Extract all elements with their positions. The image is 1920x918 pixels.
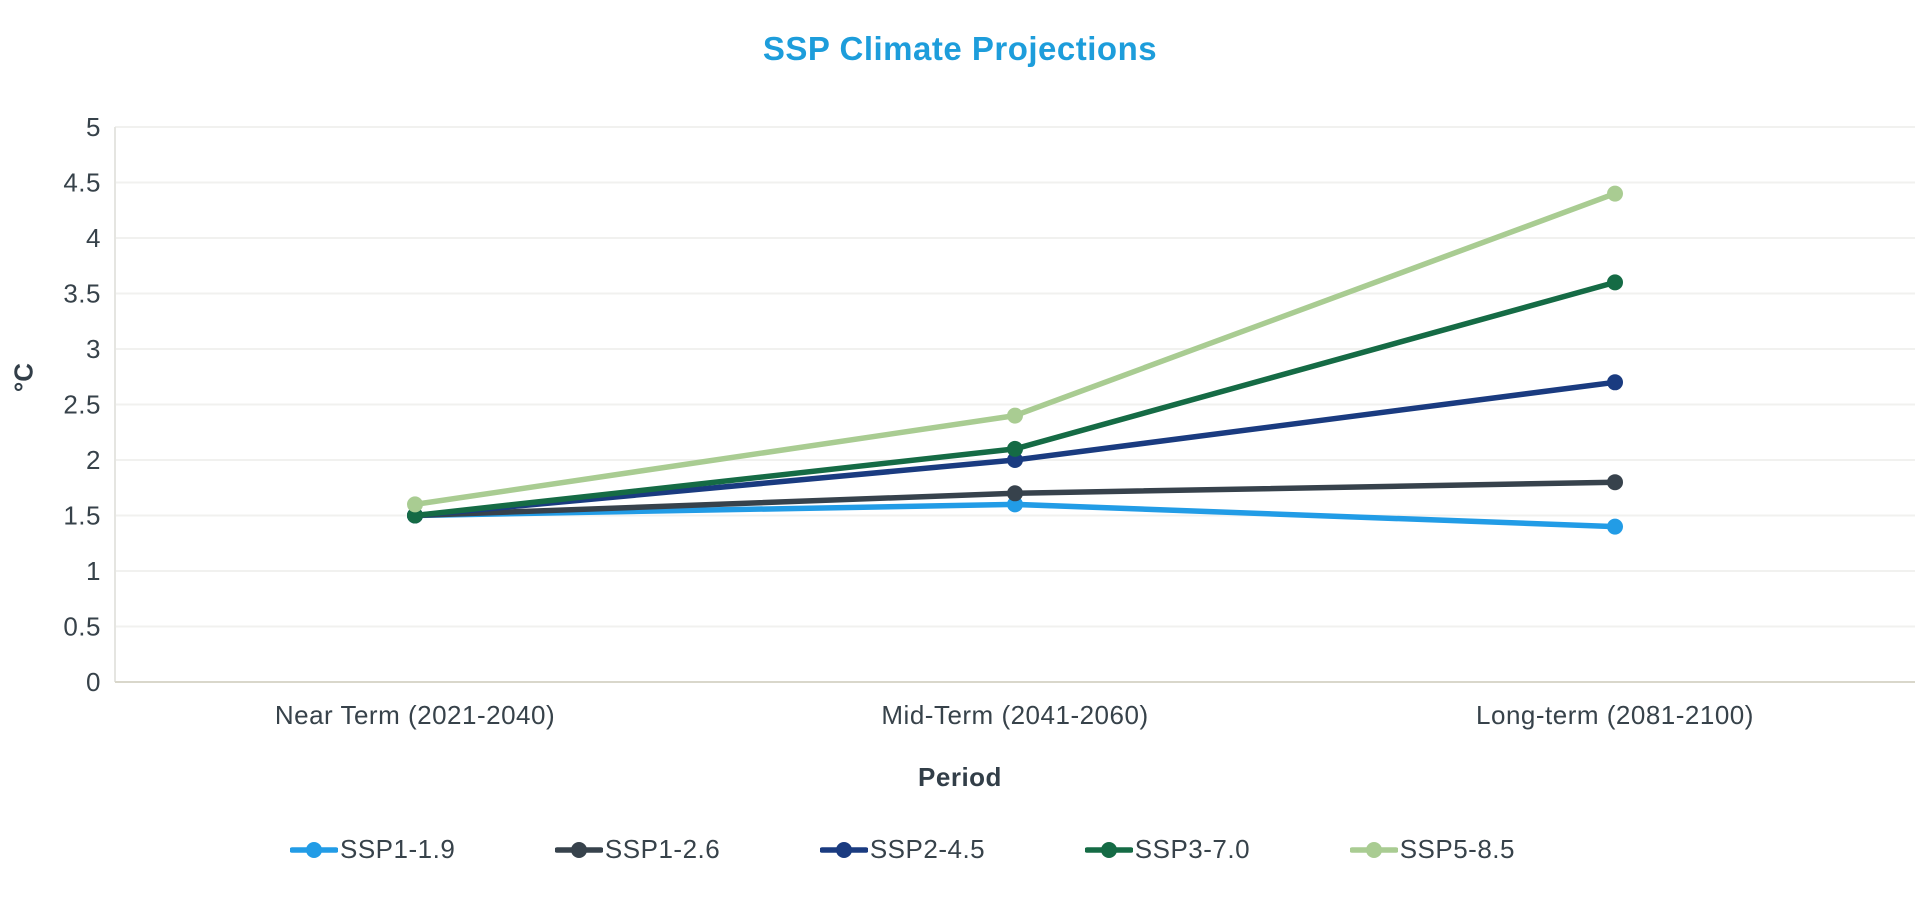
y-tick-label: 0 [86,667,101,697]
x-tick-label: Near Term (2021-2040) [275,700,555,730]
y-tick-label: 1 [86,556,101,586]
data-point-ssp2-4-5 [1007,452,1023,468]
legend: SSP1-1.9 SSP1-2.6 SSP2-4.5 SSP3-7.0 SSP5-8.5 [290,834,1515,865]
legend-label: SSP1-2.6 [604,834,721,864]
data-point-ssp5-8-5 [407,496,423,513]
legend-label: SSP1-1.9 [340,834,456,864]
data-point-ssp2-4-5 [1607,374,1623,391]
y-tick-label: 2.5 [63,390,101,420]
x-tick-label: Mid-Term (2041-2060) [881,700,1148,730]
chart-title: SSP Climate Projections [762,30,1158,67]
legend-item-ssp3-7-0: SSP3-7.0 [1084,834,1251,865]
legend-label: SSP5-8.5 [1399,834,1515,864]
data-point-ssp1-2-6 [1607,474,1623,491]
y-tick-label: 0.5 [63,612,101,642]
legend-label: SSP2-4.5 [869,834,986,864]
legend-item-ssp5-8-5: SSP5-8.5 [1349,834,1515,865]
y-axis-title: °C [8,362,39,393]
x-tick-label: Long-term (2081-2100) [1476,700,1754,730]
data-point-ssp1-1-9 [1607,518,1623,535]
data-point-ssp1-2-6 [1007,485,1023,502]
legend-marker-icon [819,841,868,858]
legend-item-ssp1-1-9: SSP1-1.9 [290,834,455,865]
legend-item-ssp2-4-5: SSP2-4.5 [819,834,986,865]
y-tick-label: 1.5 [63,501,101,531]
data-point-ssp1-1-9 [1007,496,1023,513]
data-point-ssp3-7-0 [407,507,423,524]
y-tick-label: 2 [86,445,101,475]
y-tick-label: 5 [86,112,101,142]
legend-item-ssp1-2-6: SSP1-2.6 [554,834,721,865]
data-point-ssp3-7-0 [1007,440,1023,457]
x-axis-title: Period [918,762,1002,792]
y-tick-label: 3.5 [63,279,101,309]
legend-marker-icon [554,841,603,858]
line-plot: 0 0.5 1 1.5 2 2.5 3 3.5 4 4.5 5 Near Term (2021-204… [63,112,1915,730]
y-tick-label: 4 [86,223,101,253]
legend-label: SSP3-7.0 [1134,834,1251,864]
legend-marker-icon [290,841,338,858]
data-point-ssp5-8-5 [1007,407,1023,424]
legend-marker-icon [1349,841,1398,858]
y-tick-label: 3 [86,334,101,364]
data-point-ssp5-8-5 [1607,185,1623,202]
legend-marker-icon [1084,841,1133,858]
y-tick-label: 4.5 [63,168,101,198]
data-point-ssp3-7-0 [1607,274,1623,291]
